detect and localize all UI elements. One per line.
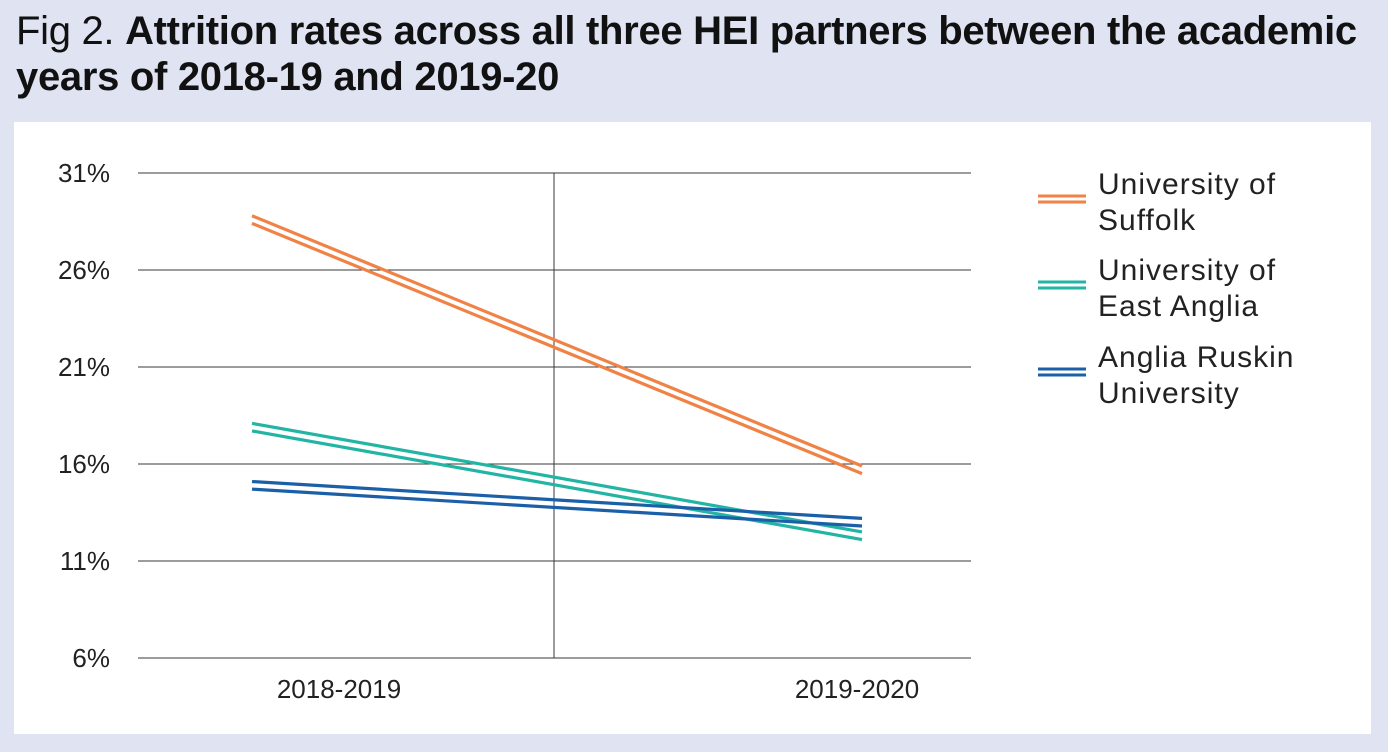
series-line-anglia-ruskin-university — [251, 479, 863, 528]
legend-label: Suffolk — [1098, 204, 1196, 237]
series-stroke — [251, 221, 863, 476]
series-stroke — [251, 479, 863, 520]
legend-label: University — [1098, 377, 1240, 410]
y-tick-label: 26% — [58, 255, 110, 285]
series-stroke — [251, 214, 863, 468]
series-line-university-of-east-anglia — [251, 421, 863, 542]
series-stroke — [251, 429, 863, 542]
legend-label: University of — [1098, 168, 1276, 201]
y-tick-label: 16% — [58, 449, 110, 479]
x-tick-label: 2019-2020 — [795, 674, 919, 704]
figure-number: Fig 2. — [16, 9, 115, 53]
series-stroke — [251, 487, 863, 528]
y-tick-label: 11% — [60, 546, 110, 576]
line-chart: 6% 11% 16% 21% 26% 31% 2018-2019 2019-2020 Uni… — [58, 158, 1294, 704]
chart-title-text: Attrition rates across all three HEI par… — [16, 9, 1357, 99]
series-stroke — [251, 421, 863, 534]
legend-label: University of — [1098, 254, 1276, 287]
legend-label: East Anglia — [1098, 290, 1259, 323]
series-line-university-of-suffolk — [251, 214, 863, 476]
y-tick-label: 21% — [58, 352, 110, 382]
chart-panel: 6% 11% 16% 21% 26% 31% 2018-2019 2019-2020 Uni… — [14, 122, 1371, 734]
chart-title: Fig 2. Attrition rates across all three … — [16, 8, 1376, 100]
y-tick-label: 31% — [58, 158, 110, 188]
legend-label: Anglia Ruskin — [1098, 341, 1294, 374]
y-tick-label: 6% — [72, 643, 110, 673]
x-tick-label: 2018-2019 — [277, 674, 401, 704]
